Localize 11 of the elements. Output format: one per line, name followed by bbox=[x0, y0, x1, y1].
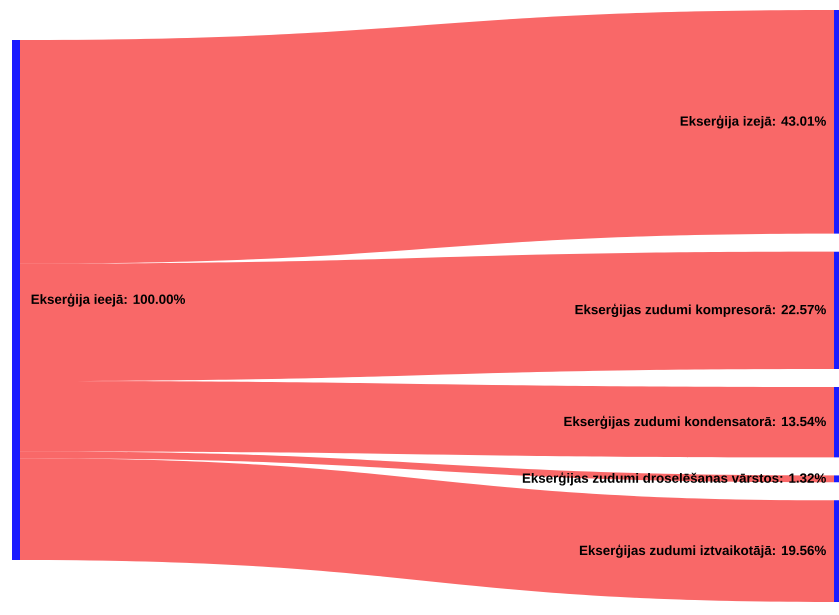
data-label: : 22.57% bbox=[772, 304, 826, 314]
category-label: Ekserģijas zudumi kondensatorā bbox=[564, 416, 772, 429]
category-label: Ekserģija izejā bbox=[680, 115, 772, 128]
category-label: Ekserģijas zudumi iztvaikotājā bbox=[580, 544, 772, 558]
data-label: : 100.00% bbox=[124, 294, 186, 304]
data-label: : 1.32% bbox=[780, 473, 826, 483]
data-label: : 13.54% bbox=[772, 416, 826, 426]
data-label: : 43.01% bbox=[772, 116, 826, 126]
category-label: Ekserģijas zudumi kompresorā bbox=[575, 304, 772, 317]
data-label: : 19.56% bbox=[772, 546, 826, 556]
category-label: Ekserģija ieejā bbox=[32, 293, 124, 307]
